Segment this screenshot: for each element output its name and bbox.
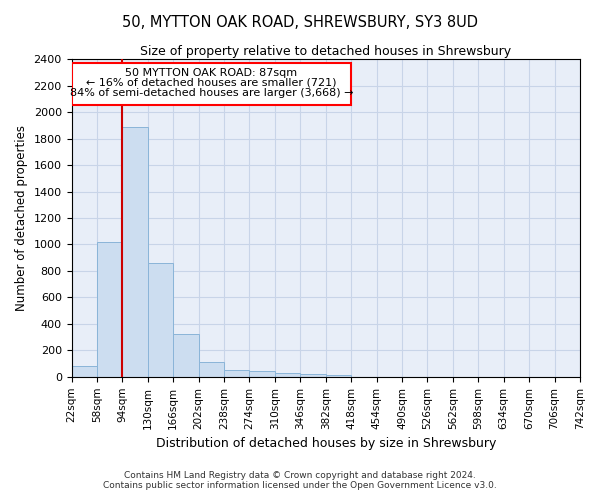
Bar: [97, 242, 122, 377]
Bar: [148, 263, 173, 377]
Title: Size of property relative to detached houses in Shrewsbury: Size of property relative to detached ho…: [140, 45, 511, 58]
Text: Contains HM Land Registry data © Crown copyright and database right 2024.
Contai: Contains HM Land Registry data © Crown c…: [103, 470, 497, 490]
Bar: [224, 370, 250, 377]
Text: 84% of semi-detached houses are larger (3,668) →: 84% of semi-detached houses are larger (…: [70, 88, 353, 98]
Bar: [173, 334, 199, 377]
Text: 50 MYTTON OAK ROAD: 87sqm: 50 MYTTON OAK ROAD: 87sqm: [125, 68, 298, 78]
Bar: [71, 366, 97, 377]
Bar: [122, 126, 148, 377]
Bar: [250, 371, 275, 377]
Bar: [301, 374, 326, 377]
Bar: [275, 373, 301, 377]
X-axis label: Distribution of detached houses by size in Shrewsbury: Distribution of detached houses by size …: [155, 437, 496, 450]
Text: ← 16% of detached houses are smaller (721): ← 16% of detached houses are smaller (72…: [86, 78, 337, 88]
Y-axis label: Number of detached properties: Number of detached properties: [15, 125, 28, 311]
Bar: [199, 362, 224, 377]
Bar: [326, 375, 351, 377]
FancyBboxPatch shape: [71, 63, 351, 105]
Text: 50, MYTTON OAK ROAD, SHREWSBURY, SY3 8UD: 50, MYTTON OAK ROAD, SHREWSBURY, SY3 8UD: [122, 15, 478, 30]
